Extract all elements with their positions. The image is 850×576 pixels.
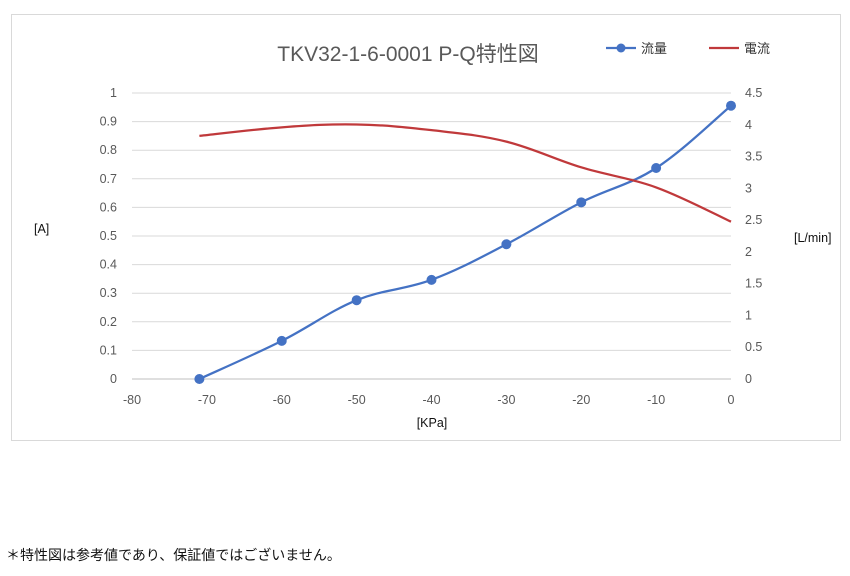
data-point bbox=[351, 295, 362, 306]
data-point bbox=[726, 100, 736, 111]
y-left-tick-label: 0 bbox=[110, 372, 117, 386]
chart-title: TKV32-1-6-0001 P-Q特性図 bbox=[277, 43, 538, 66]
series-line-current bbox=[199, 123, 732, 223]
y-left-tick-label: 1 bbox=[110, 86, 117, 100]
y-right-tick-label: 3 bbox=[745, 181, 752, 195]
x-tick-label: -10 bbox=[647, 393, 665, 407]
y-left-tick-label: 0.9 bbox=[100, 115, 117, 129]
gridlines bbox=[132, 92, 731, 380]
legend-label: 流量 bbox=[641, 42, 667, 57]
chart-frame: 0 0.1 0.2 0.3 0.4 0.5 0.6 0.7 0.8 0.9 1 0 0.5 1 1.5 2 2.… bbox=[11, 14, 841, 441]
x-tick-label: -40 bbox=[422, 393, 440, 407]
y-right-tick-label: 2.5 bbox=[745, 213, 762, 227]
y-right-tick-label: 0 bbox=[745, 372, 752, 386]
data-point bbox=[651, 162, 662, 173]
x-tick-label: -50 bbox=[348, 393, 366, 407]
series-line-flow bbox=[198, 104, 732, 381]
x-tick-label: -80 bbox=[123, 393, 141, 407]
y-left-tick-label: 0.7 bbox=[100, 172, 117, 186]
y-right-axis-label: [L/min] bbox=[794, 231, 832, 245]
y-right-tick-label: 0.5 bbox=[745, 340, 762, 354]
y-left-tick-label: 0.6 bbox=[100, 200, 117, 214]
x-tick-label: 0 bbox=[728, 393, 735, 407]
y-right-tick-label: 4.5 bbox=[745, 86, 762, 100]
data-point bbox=[426, 274, 437, 285]
legend: 流量 電流 bbox=[606, 42, 770, 57]
y-right-tick-label: 1.5 bbox=[745, 277, 762, 291]
data-point bbox=[501, 239, 512, 250]
y-left-tick-label: 0.2 bbox=[100, 315, 117, 329]
y-left-tick-label: 0.4 bbox=[100, 258, 117, 272]
footnote: ＊特性図は参考値であり、保証値ではございません。 bbox=[6, 548, 341, 564]
x-tick-label: -70 bbox=[198, 393, 216, 407]
x-tick-label: -30 bbox=[497, 393, 515, 407]
x-tick-label: -20 bbox=[572, 393, 590, 407]
y-right-tick-label: 2 bbox=[745, 245, 752, 259]
pq-chart: 0 0.1 0.2 0.3 0.4 0.5 0.6 0.7 0.8 0.9 1 0 0.5 1 1.5 2 2.… bbox=[34, 42, 832, 430]
data-point bbox=[276, 335, 287, 346]
y-left-tick-label: 0.8 bbox=[100, 143, 117, 157]
tick-labels: 0 0.1 0.2 0.3 0.4 0.5 0.6 0.7 0.8 0.9 1 0 0.5 1 1.5 2 2.… bbox=[100, 86, 763, 407]
series-lines bbox=[194, 100, 736, 384]
data-point bbox=[194, 374, 205, 384]
legend-marker bbox=[616, 43, 626, 53]
x-tick-label: -60 bbox=[273, 393, 291, 407]
legend-label: 電流 bbox=[744, 42, 770, 57]
y-left-tick-label: 0.3 bbox=[100, 286, 117, 300]
y-left-tick-label: 0.5 bbox=[100, 229, 117, 243]
y-right-tick-label: 4 bbox=[745, 118, 752, 132]
y-left-tick-label: 0.1 bbox=[100, 343, 117, 357]
x-axis-label: [KPa] bbox=[417, 416, 448, 430]
y-left-axis-label: [A] bbox=[34, 222, 49, 236]
data-point bbox=[576, 197, 587, 208]
y-right-tick-label: 1 bbox=[745, 308, 752, 322]
y-right-tick-label: 3.5 bbox=[745, 150, 762, 164]
